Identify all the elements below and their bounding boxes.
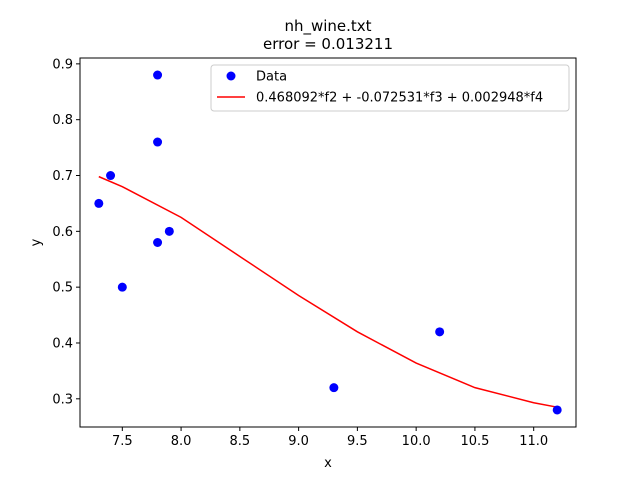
legend: Data 0.468092*f2 + -0.072531*f3 + 0.0029… [210,64,570,112]
axis-ticks: 7.5 8.0 8.5 9.0 9.5 10.0 10.5 11.0 0.3 0.4 0.5 0.6 0… [52,57,548,449]
data-point [329,383,339,393]
data-point [153,137,163,147]
y-tick-label: 0.3 [52,392,73,407]
y-tick-label: 0.5 [52,281,73,296]
y-axis-label: y [29,238,44,246]
legend-box [210,64,570,112]
x-tick-label: 9.5 [347,434,368,449]
x-axis-label: x [324,456,332,471]
chart-marks [94,70,562,415]
x-tick-label: 8.0 [171,434,192,449]
y-tick-label: 0.4 [52,336,73,351]
y-tick-label: 0.8 [52,113,73,128]
data-point [106,171,116,181]
x-tick-label: 7.5 [112,434,133,449]
data-point [153,238,163,247]
fit-line [98,175,558,408]
plot-frame [79,57,577,428]
data-point [435,327,445,337]
data-point [552,405,562,415]
plot-area [80,58,576,427]
x-tick-label: 11.0 [519,434,548,449]
legend-data-label: Data [256,70,287,85]
y-tick-label: 0.9 [52,57,73,72]
y-tick-label: 0.6 [52,225,73,240]
data-point [117,282,127,292]
x-tick-label: 10.0 [402,434,431,449]
chart-title-line1: nh_wine.txt [284,17,371,36]
y-tick-label: 0.7 [52,169,73,184]
legend-data-marker [226,71,236,81]
data-point [153,70,163,80]
chart-title-line2: error = 0.013211 [263,35,393,53]
data-point [94,198,104,208]
x-tick-label: 10.5 [460,434,489,449]
legend-fit-label: 0.468092*f2 + -0.072531*f3 + 0.002948*f4 [256,91,543,106]
x-tick-label: 8.5 [230,434,251,449]
x-tick-label: 9.0 [288,434,309,449]
data-point [164,226,174,236]
